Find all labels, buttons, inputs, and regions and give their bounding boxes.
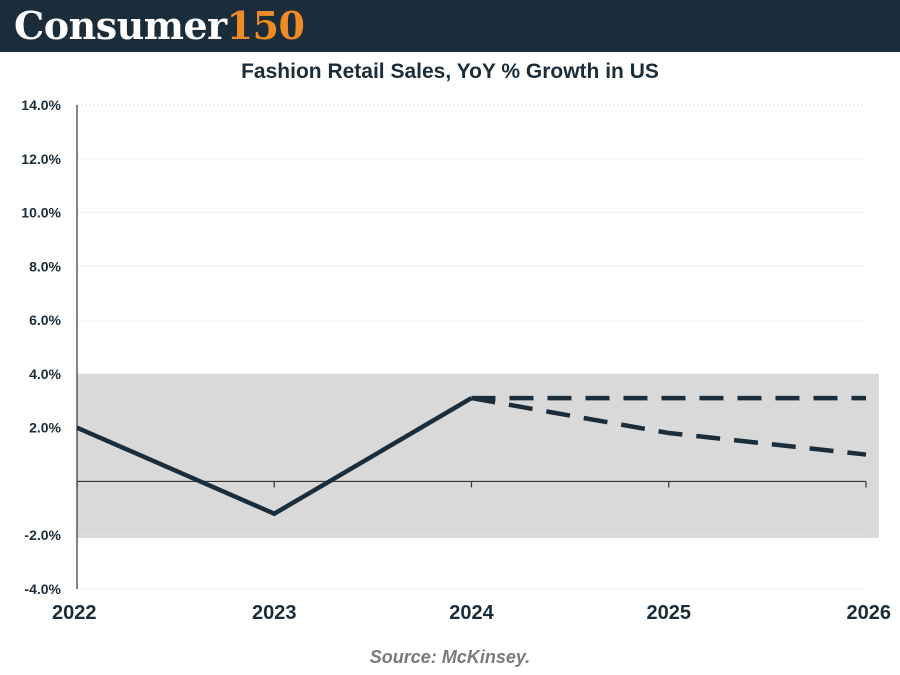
brand-text: Consumer	[14, 3, 227, 48]
x-tick-label: 2025	[647, 602, 692, 624]
y-tick-label: 14.0%	[21, 97, 61, 113]
y-tick-label: 4.0%	[29, 366, 61, 382]
x-tick-label: 2023	[252, 602, 297, 624]
x-tick-label: 2026	[847, 602, 892, 624]
y-tick-label: 8.0%	[29, 258, 61, 274]
source-note: Source: McKinsey.	[369, 647, 531, 667]
y-tick-label: 10.0%	[21, 205, 61, 221]
brand-number: 150	[226, 3, 305, 48]
x-tick-label: 2022	[52, 602, 97, 624]
y-tick-label: -4.0%	[24, 581, 61, 597]
y-tick-label: -2.0%	[24, 527, 61, 543]
y-tick-label: 12.0%	[21, 151, 61, 167]
y-tick-label: 6.0%	[29, 312, 61, 328]
y-tick-label: 2.0%	[29, 420, 61, 436]
brand-logo: Consumer150	[14, 2, 305, 50]
x-tick-label: 2024	[449, 602, 494, 624]
header-bar: Consumer150	[0, 0, 900, 52]
chart-title: Fashion Retail Sales, YoY % Growth in US	[241, 60, 659, 83]
